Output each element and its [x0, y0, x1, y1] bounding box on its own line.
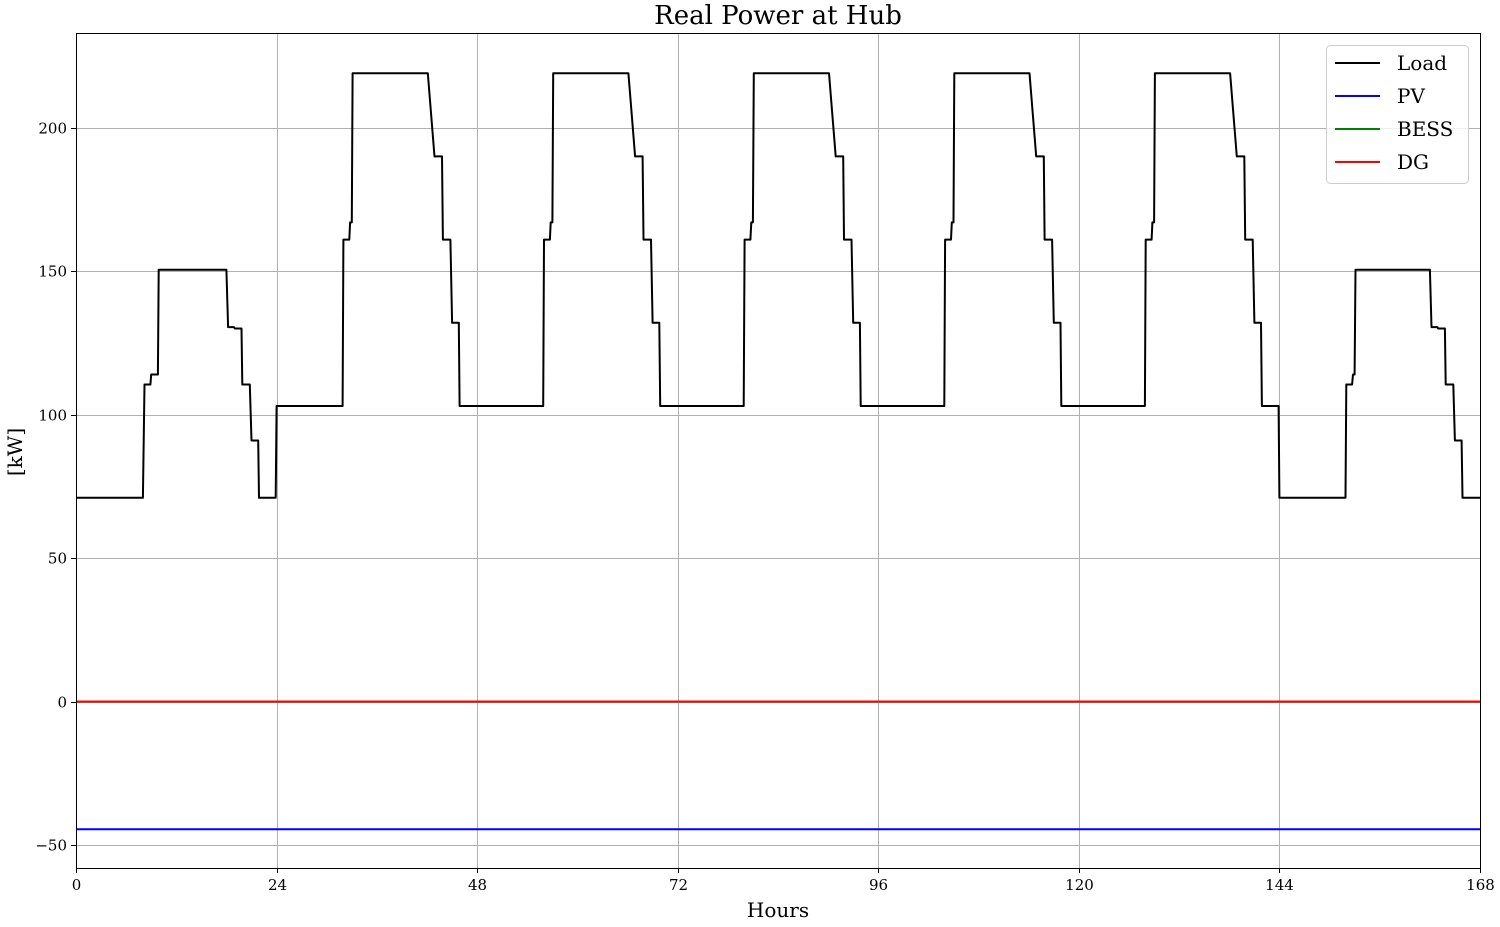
legend: Load PV BESS DG: [1326, 45, 1469, 184]
chart-title: Real Power at Hub: [654, 1, 902, 31]
x-tick-label: 144: [1265, 876, 1294, 894]
axis-ticks: 0 24 48 72 96 120 144 168 −50 0 50 100 150 200: [35, 120, 1494, 895]
y-tick-label: 50: [48, 550, 67, 568]
x-tick-label: 72: [669, 876, 688, 894]
y-axis-label: [kW]: [3, 428, 27, 476]
y-tick-label: 150: [38, 263, 67, 281]
x-tick-label: 96: [869, 876, 888, 894]
plot-frame: [76, 33, 1481, 869]
x-tick-label: 48: [468, 876, 487, 894]
legend-label-load: Load: [1397, 51, 1447, 75]
x-tick-label: 120: [1065, 876, 1094, 894]
legend-label-dg: DG: [1397, 150, 1429, 174]
legend-label-bess: BESS: [1397, 117, 1453, 141]
series-lines: [76, 72, 1480, 831]
x-tick-label: 0: [72, 876, 82, 894]
y-tick-label: −50: [35, 837, 67, 855]
y-tick-label: 0: [57, 694, 67, 712]
y-tick-label: 200: [38, 120, 67, 138]
legend-frame: [1326, 45, 1469, 184]
grid-lines: [76, 33, 1481, 868]
series-line-load: [76, 72, 1480, 499]
x-tick-label: 168: [1466, 876, 1495, 894]
x-axis-label: Hours: [747, 898, 809, 922]
legend-label-pv: PV: [1397, 84, 1425, 108]
y-tick-label: 100: [38, 407, 67, 425]
x-tick-label: 24: [268, 876, 287, 894]
